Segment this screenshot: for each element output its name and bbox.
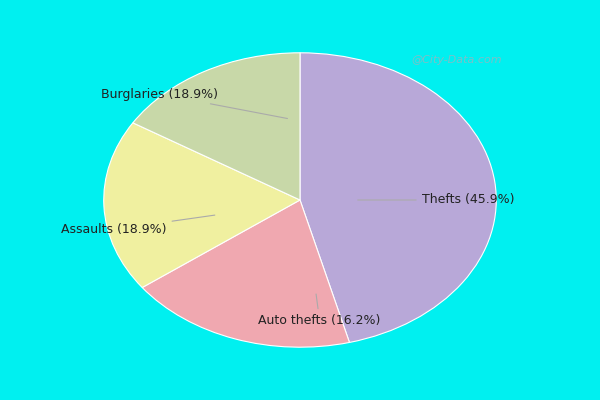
Wedge shape	[133, 53, 300, 200]
Text: Burglaries (18.9%): Burglaries (18.9%)	[101, 88, 287, 118]
Wedge shape	[300, 53, 496, 342]
Text: Auto thefts (16.2%): Auto thefts (16.2%)	[259, 294, 381, 327]
Wedge shape	[142, 200, 349, 347]
Text: Assaults (18.9%): Assaults (18.9%)	[61, 215, 215, 236]
Text: Thefts (45.9%): Thefts (45.9%)	[358, 194, 514, 206]
Text: @City-Data.com: @City-Data.com	[412, 55, 502, 65]
Wedge shape	[104, 123, 300, 288]
